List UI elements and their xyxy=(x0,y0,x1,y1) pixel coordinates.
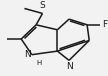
Text: N: N xyxy=(66,62,72,72)
Text: H: H xyxy=(36,60,41,66)
Text: F: F xyxy=(102,20,107,29)
Text: S: S xyxy=(40,1,45,10)
Text: N: N xyxy=(24,50,31,59)
